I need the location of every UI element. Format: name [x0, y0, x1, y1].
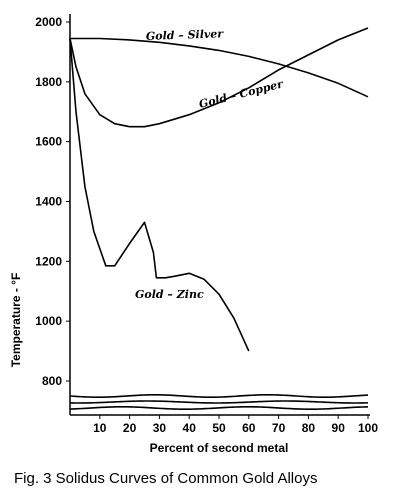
series-label-gold-zinc: Gold – Zinc	[135, 288, 204, 301]
x-tick-label: 60	[242, 421, 256, 435]
series-labels: Gold – Silver Gold – Copper Gold – Zinc	[135, 27, 285, 301]
y-tick-label: 1800	[35, 75, 62, 89]
x-tick-label: 70	[272, 421, 286, 435]
y-tick-label: 1400	[35, 195, 62, 209]
x-tick-label: 40	[183, 421, 197, 435]
series-line-gold-silver	[70, 37, 369, 98]
x-tick-label: 90	[332, 421, 346, 435]
series-label-gold-silver: Gold – Silver	[146, 27, 225, 43]
break-line	[69, 393, 369, 399]
axis-break	[69, 393, 369, 410]
y-tick-label: 1200	[35, 254, 62, 268]
series-lines	[69, 27, 369, 352]
y-tick-label: 2000	[35, 15, 62, 29]
y-tick-label: 1000	[35, 314, 62, 328]
tick-labels: 800 1000 1200 1400 1600 1800 2000 10 20 30 40 50 60 7…	[35, 15, 378, 435]
y-tick-label: 1600	[35, 135, 62, 149]
series-line-gold-zinc	[69, 38, 250, 352]
series-label-gold-copper: Gold – Copper	[198, 77, 286, 111]
break-line	[69, 405, 369, 410]
break-line	[69, 400, 369, 404]
x-tick-label: 10	[93, 421, 107, 435]
x-axis-label: Percent of second metal	[150, 441, 289, 455]
x-tick-label: 30	[153, 421, 167, 435]
x-tick-label: 50	[212, 421, 226, 435]
series-line-gold-copper	[69, 27, 369, 128]
x-tick-label: 20	[123, 421, 137, 435]
y-tick-label: 800	[42, 374, 62, 388]
y-axis-label: Temperature - °F	[9, 273, 23, 368]
figure-caption: Fig. 3 Solidus Curves of Common Gold All…	[14, 470, 318, 487]
axes	[69, 14, 370, 416]
x-tick-label: 100	[358, 421, 378, 435]
x-tick-label: 80	[302, 421, 316, 435]
